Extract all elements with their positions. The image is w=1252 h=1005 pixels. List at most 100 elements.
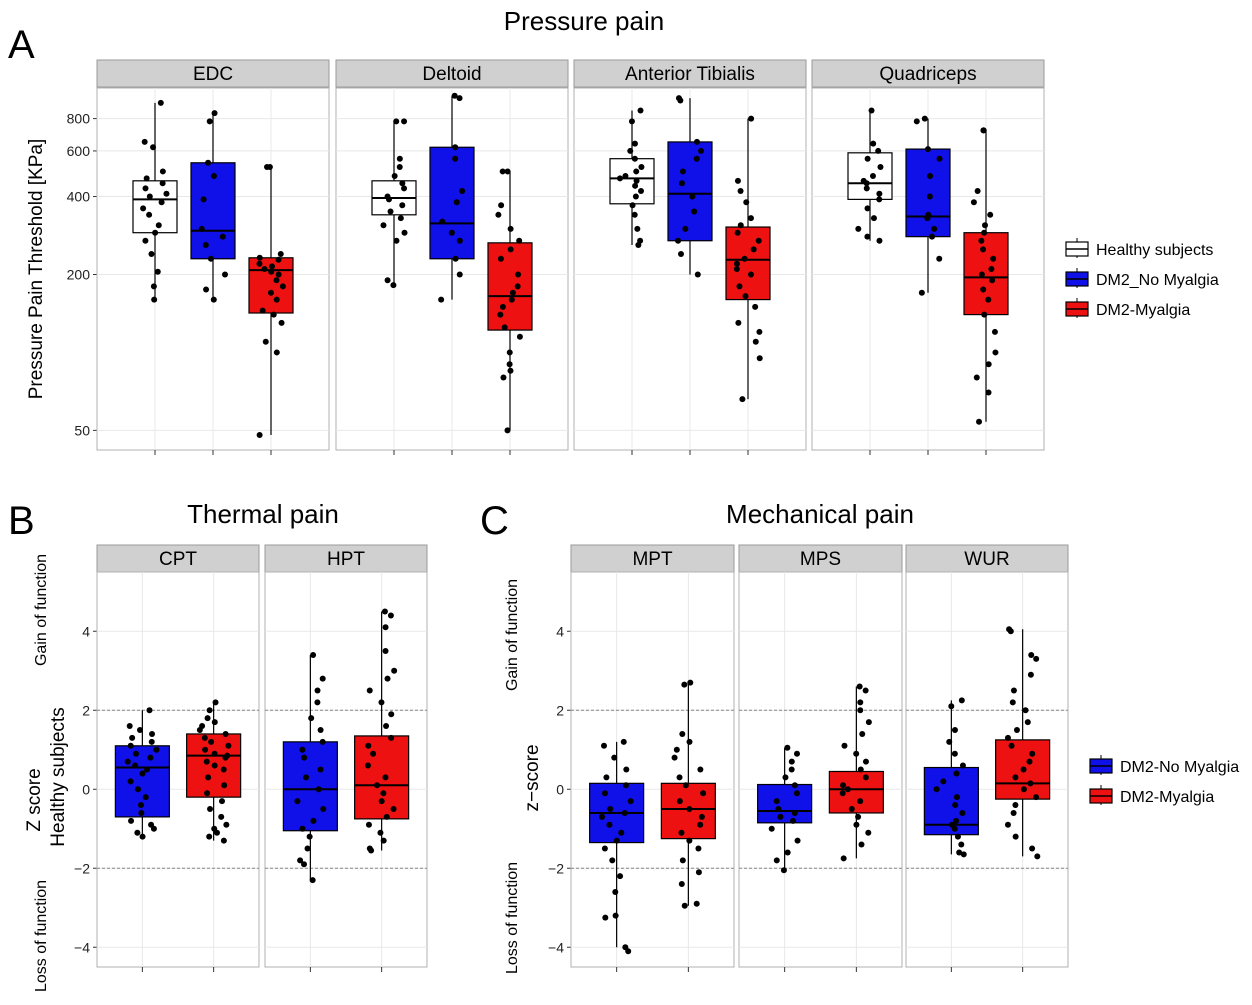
data-point xyxy=(1027,780,1034,787)
data-point xyxy=(256,254,263,261)
data-point xyxy=(924,146,931,153)
data-point xyxy=(365,821,372,828)
box-iqr xyxy=(609,158,655,205)
data-point xyxy=(453,199,460,206)
box-iqr xyxy=(667,141,713,242)
data-point xyxy=(279,283,286,290)
data-point xyxy=(791,782,798,789)
data-point xyxy=(621,809,628,816)
box-iqr xyxy=(905,148,951,238)
data-point xyxy=(497,255,504,262)
data-point xyxy=(211,110,218,117)
data-point xyxy=(317,727,324,733)
data-point xyxy=(439,218,446,225)
data-point xyxy=(507,225,514,232)
data-point xyxy=(317,766,324,773)
data-point xyxy=(204,790,211,797)
data-point xyxy=(264,164,271,171)
data-point xyxy=(737,188,744,195)
data-point xyxy=(380,222,387,229)
data-point xyxy=(679,857,686,864)
data-point xyxy=(612,912,619,919)
data-point xyxy=(201,734,208,741)
data-point xyxy=(1027,671,1034,678)
y-tick-label: −2 xyxy=(548,860,564,876)
data-point xyxy=(877,164,884,171)
box-iqr xyxy=(725,226,771,301)
data-point xyxy=(388,711,395,718)
data-point xyxy=(456,271,463,278)
facet-plot-area xyxy=(738,571,903,968)
legend-label: DM2-Myalgia xyxy=(1096,302,1190,319)
facet-label: MPT xyxy=(632,549,673,570)
facet-label: MPS xyxy=(800,549,841,570)
data-point xyxy=(382,648,389,654)
data-point xyxy=(294,798,301,805)
data-point xyxy=(270,311,277,318)
data-point xyxy=(876,190,883,197)
y-tick-label: −2 xyxy=(74,860,90,876)
data-point xyxy=(364,762,371,769)
data-point xyxy=(277,250,284,257)
data-point xyxy=(700,790,707,797)
data-point xyxy=(514,283,521,290)
data-point xyxy=(600,742,607,749)
data-point xyxy=(206,833,213,840)
data-point xyxy=(620,738,627,745)
data-point xyxy=(377,829,384,836)
data-point xyxy=(382,774,389,781)
data-point xyxy=(840,855,847,862)
data-point xyxy=(275,256,282,263)
data-point xyxy=(370,750,377,757)
data-point xyxy=(139,770,146,777)
data-point xyxy=(297,857,304,864)
data-point xyxy=(452,144,459,151)
data-point xyxy=(978,271,985,278)
data-point xyxy=(210,296,217,303)
data-point xyxy=(207,806,214,812)
side-label-loss: Loss of function xyxy=(33,880,50,992)
data-point xyxy=(951,825,958,832)
data-point xyxy=(211,719,218,726)
data-point xyxy=(981,229,988,236)
data-point xyxy=(200,196,207,203)
data-point xyxy=(693,155,700,162)
data-point xyxy=(154,268,161,275)
data-point xyxy=(138,809,145,816)
data-point xyxy=(139,833,146,840)
data-point xyxy=(987,211,994,218)
data-point xyxy=(599,813,606,820)
data-point xyxy=(613,837,620,844)
data-point xyxy=(698,147,705,154)
facet-label: WUR xyxy=(964,549,1009,570)
data-point xyxy=(992,349,999,356)
facet-label: CPT xyxy=(159,549,197,570)
data-point xyxy=(974,188,981,195)
data-point xyxy=(773,857,780,864)
data-point xyxy=(857,707,864,714)
data-point xyxy=(862,687,869,694)
data-point xyxy=(839,790,846,797)
data-point xyxy=(299,746,306,753)
data-point xyxy=(734,229,741,236)
data-point xyxy=(143,766,150,773)
data-point xyxy=(679,168,686,175)
data-point xyxy=(273,277,280,284)
data-point xyxy=(387,208,394,215)
data-point xyxy=(1009,699,1016,706)
data-point xyxy=(220,837,227,844)
data-point xyxy=(875,147,882,154)
data-point xyxy=(1008,742,1015,749)
data-point xyxy=(931,225,938,232)
box-iqr xyxy=(757,783,813,824)
data-point xyxy=(857,766,864,773)
data-point xyxy=(136,727,143,733)
data-point xyxy=(634,225,641,232)
data-point xyxy=(383,723,390,730)
data-point xyxy=(155,222,162,229)
data-point xyxy=(205,774,212,781)
data-point xyxy=(794,837,801,844)
data-point xyxy=(956,849,963,856)
data-point xyxy=(791,809,798,816)
data-point xyxy=(206,118,213,125)
